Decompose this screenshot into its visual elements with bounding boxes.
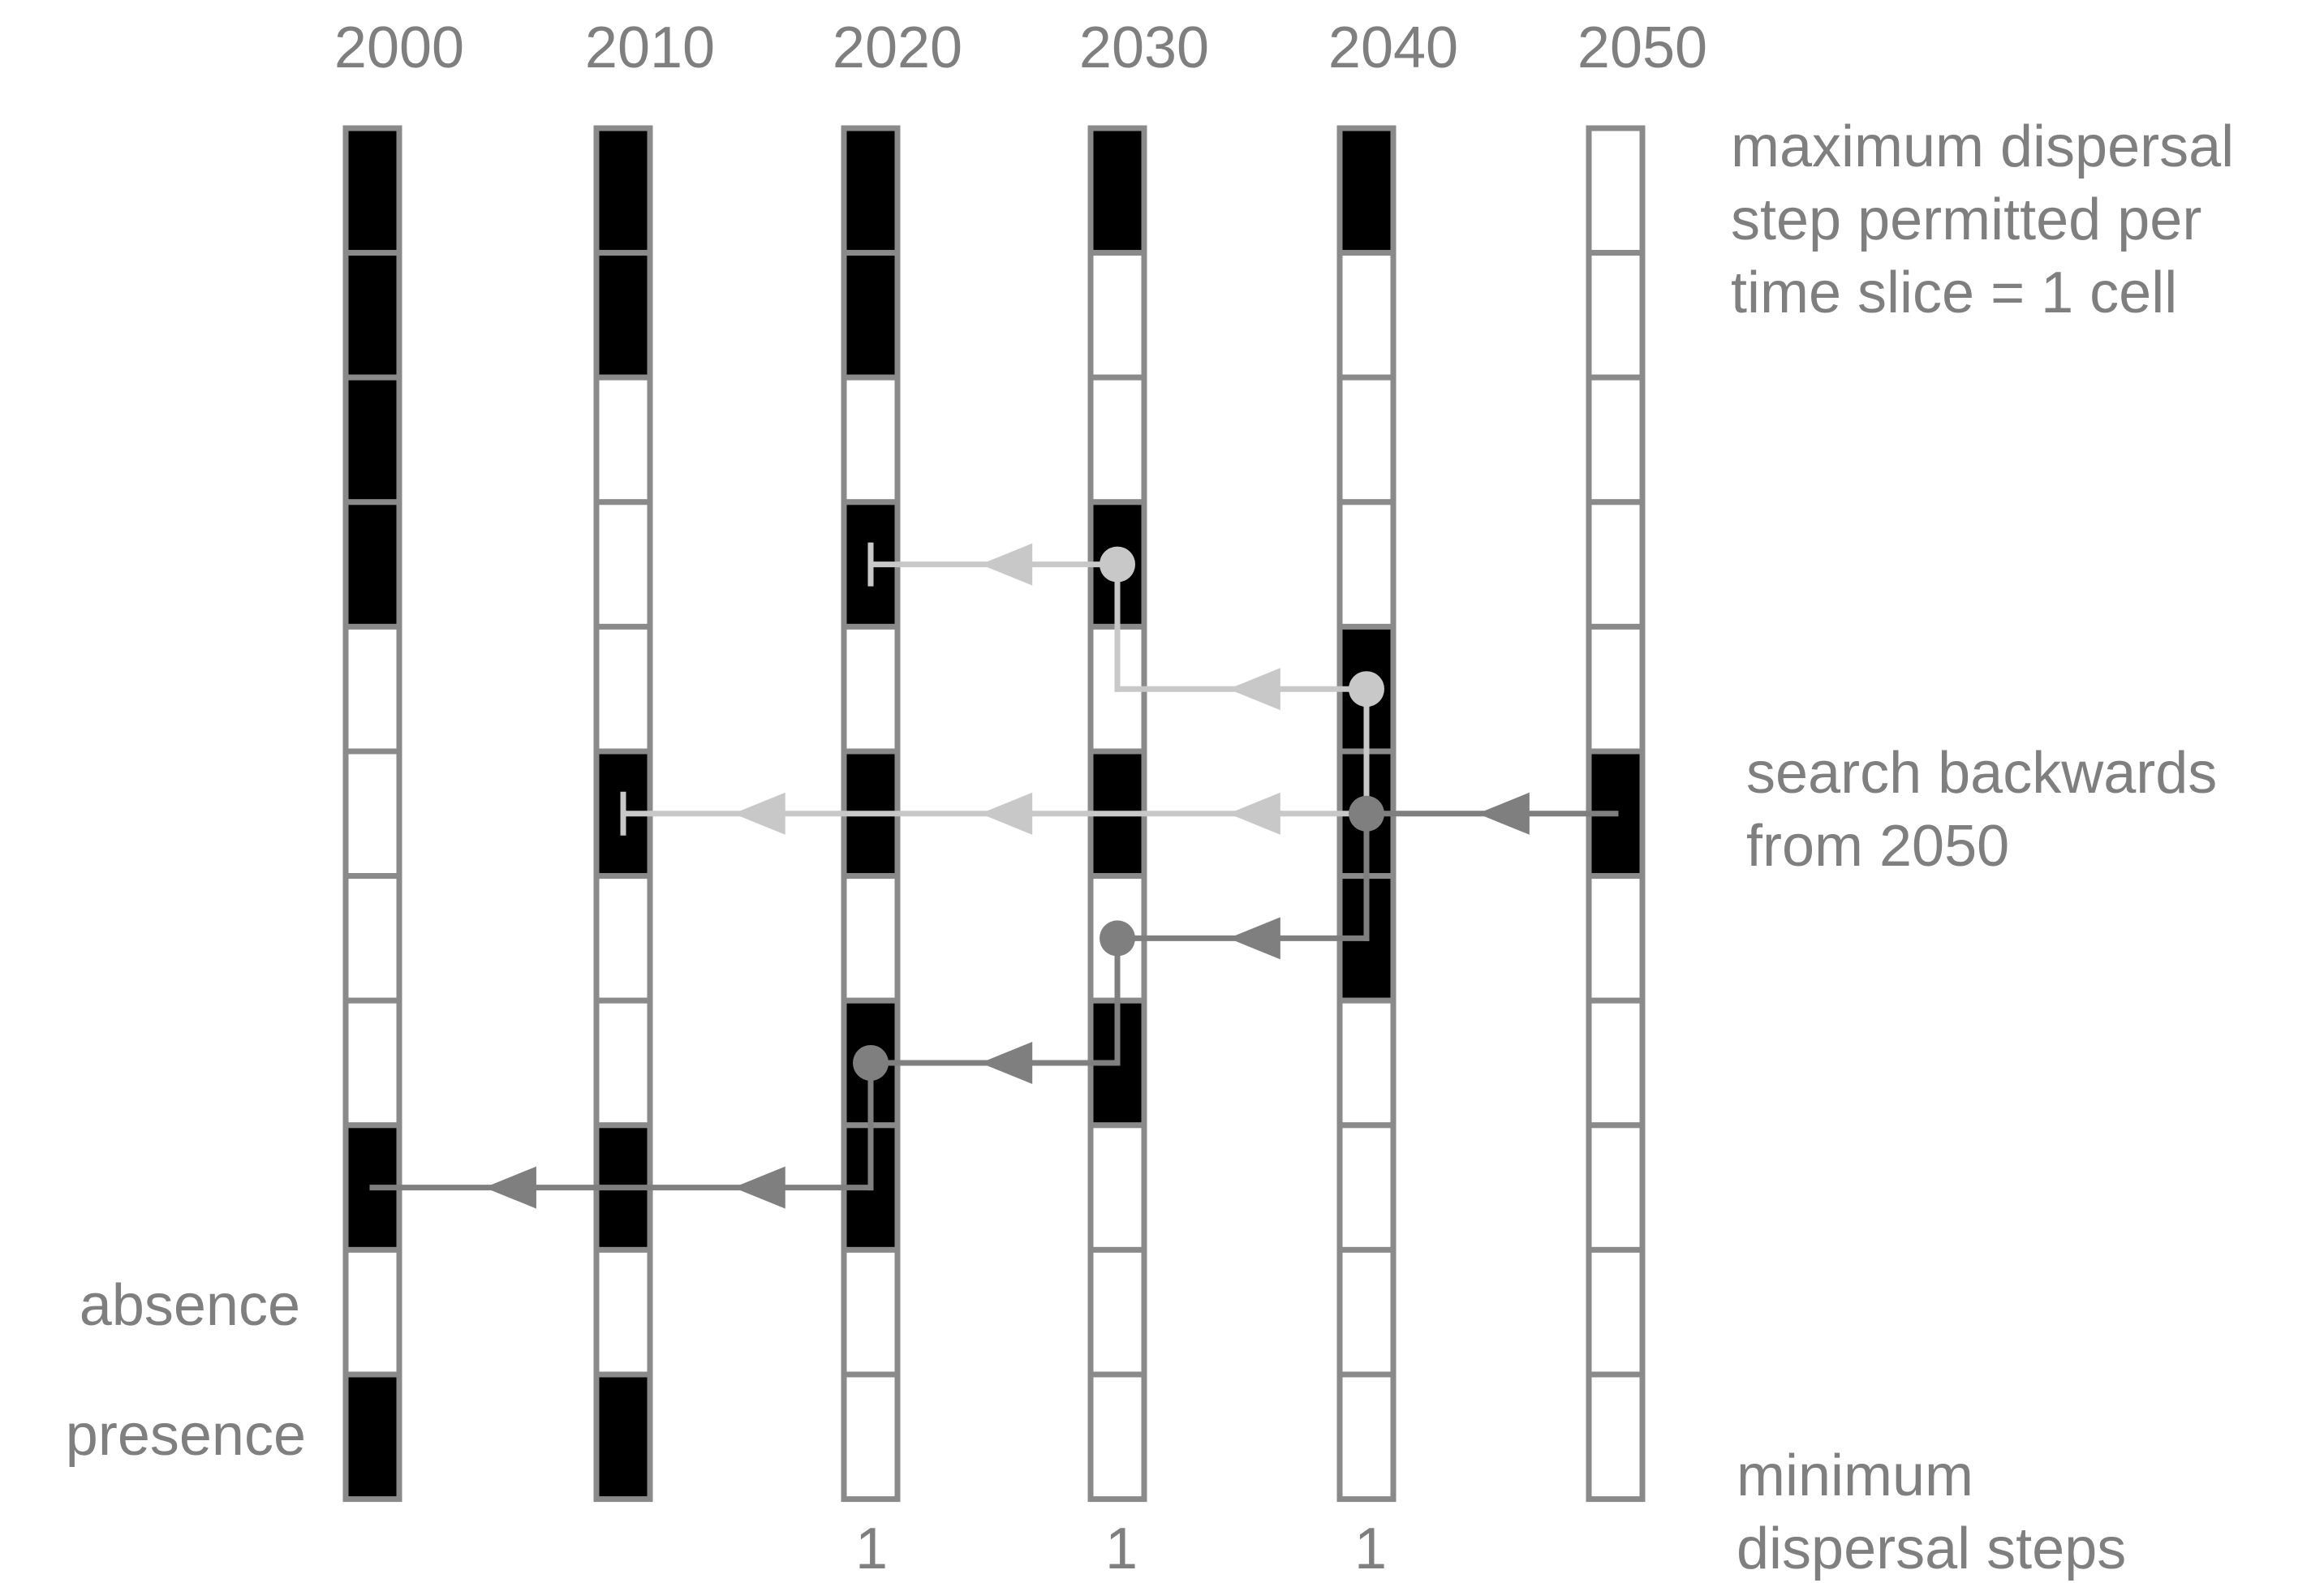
absence-cell (1087, 1371, 1147, 1503)
min-dispersal-annotation: minimum dispersal steps (1737, 1443, 2126, 1581)
absence-cell (841, 1246, 901, 1378)
year-label-2010: 2010 (585, 15, 715, 80)
absence-cell (593, 499, 653, 630)
dispersal-step-marker (1100, 546, 1135, 583)
min-dispersal-line-2: dispersal steps (1737, 1516, 2126, 1581)
absence-cell (841, 374, 901, 505)
presence-cell (342, 499, 402, 630)
absence-cell (1336, 1246, 1397, 1378)
year-label-2030: 2030 (1079, 15, 1209, 80)
max-dispersal-annotation: maximum dispersal step permitted per tim… (1731, 114, 2234, 325)
presence-cell (593, 1371, 653, 1503)
absence-cell (342, 748, 402, 880)
min-steps-value-2030: 1 (1105, 1516, 1138, 1581)
absence-cell (593, 997, 653, 1129)
search-backwards-line-2: from 2050 (1746, 814, 2009, 879)
absence-cell (1586, 873, 1646, 1004)
absence-cell (1586, 997, 1646, 1129)
absence-cell (1087, 1122, 1147, 1253)
search-backwards-line-1: search backwards (1746, 741, 2217, 806)
absence-cell (841, 623, 901, 755)
direction-arrow (1228, 668, 1280, 711)
absence-cell (593, 1246, 653, 1378)
absence-cell (1586, 1246, 1646, 1378)
absence-cell (1336, 997, 1397, 1129)
absence-cell (1586, 125, 1646, 256)
absence-cell (342, 873, 402, 1004)
direction-arrow (1228, 792, 1280, 835)
dispersal-step-marker (1349, 671, 1384, 708)
year-labels: 2000 2010 2020 2030 2040 2050 (334, 15, 1707, 80)
direction-arrow (980, 1042, 1033, 1084)
search-backwards-annotation: search backwards from 2050 (1746, 741, 2217, 879)
column-2000 (342, 125, 402, 1503)
absence-cell (1586, 250, 1646, 381)
max-dispersal-line-2: step permitted per (1731, 187, 2201, 252)
absence-cell (1336, 499, 1397, 630)
absence-cell (1087, 250, 1147, 381)
dark-search-path (369, 792, 1619, 1209)
presence-cell (1336, 125, 1397, 256)
presence-cell (342, 125, 402, 256)
direction-arrow (980, 543, 1033, 586)
absence-cell (841, 1371, 901, 1503)
year-label-2020: 2020 (833, 15, 962, 80)
absence-cell (1336, 1371, 1397, 1503)
year-label-2000: 2000 (334, 15, 464, 80)
legend: absence presence (66, 1273, 306, 1468)
absence-cell (1586, 1122, 1646, 1253)
year-label-2050: 2050 (1577, 15, 1707, 80)
absence-cell (1586, 499, 1646, 630)
dispersal-step-marker (853, 1045, 889, 1081)
absence-cell (593, 374, 653, 505)
absence-cell (1586, 374, 1646, 505)
absence-cell (1087, 1246, 1147, 1378)
absence-cell (342, 1246, 402, 1378)
direction-arrow (1228, 917, 1280, 960)
absence-cell (1336, 374, 1397, 505)
absence-cell (342, 997, 402, 1129)
absence-cell (593, 623, 653, 755)
column-2050 (1586, 125, 1646, 1503)
presence-cell (593, 125, 653, 256)
presence-cell (342, 374, 402, 505)
presence-cell (1087, 125, 1147, 256)
legend-presence-label: presence (66, 1403, 306, 1468)
max-dispersal-line-3: time slice = 1 cell (1731, 260, 2177, 325)
presence-cell (841, 250, 901, 381)
absence-cell (841, 873, 901, 1004)
direction-arrow (980, 792, 1033, 835)
light-search-path (620, 542, 1384, 836)
presence-cell (342, 1371, 402, 1503)
direction-arrow (733, 1166, 785, 1209)
absence-cell (1336, 1122, 1397, 1253)
year-label-2040: 2040 (1328, 15, 1458, 80)
presence-cell (841, 125, 901, 256)
search-paths (369, 542, 1619, 1209)
max-dispersal-line-1: maximum dispersal (1731, 114, 2234, 179)
absence-cell (342, 623, 402, 755)
dispersal-step-marker (1349, 795, 1384, 832)
absence-cell (1586, 623, 1646, 755)
min-dispersal-line-1: minimum (1737, 1443, 1973, 1508)
direction-arrow (1477, 792, 1530, 835)
legend-absence-label: absence (80, 1273, 300, 1338)
min-steps-value-2040: 1 (1354, 1516, 1387, 1581)
absence-cell (1586, 1371, 1646, 1503)
presence-cell (342, 250, 402, 381)
presence-cell (593, 250, 653, 381)
absence-cell (1087, 374, 1147, 505)
min-steps-value-2020: 1 (855, 1516, 888, 1581)
min-steps-values: 1 1 1 (855, 1516, 1387, 1581)
dispersal-step-marker (1100, 920, 1135, 957)
direction-arrow (733, 792, 785, 835)
absence-cell (1336, 250, 1397, 381)
direction-arrow (484, 1166, 536, 1209)
absence-cell (593, 873, 653, 1004)
time-slice-columns (342, 125, 1646, 1503)
column-2010 (593, 125, 653, 1503)
